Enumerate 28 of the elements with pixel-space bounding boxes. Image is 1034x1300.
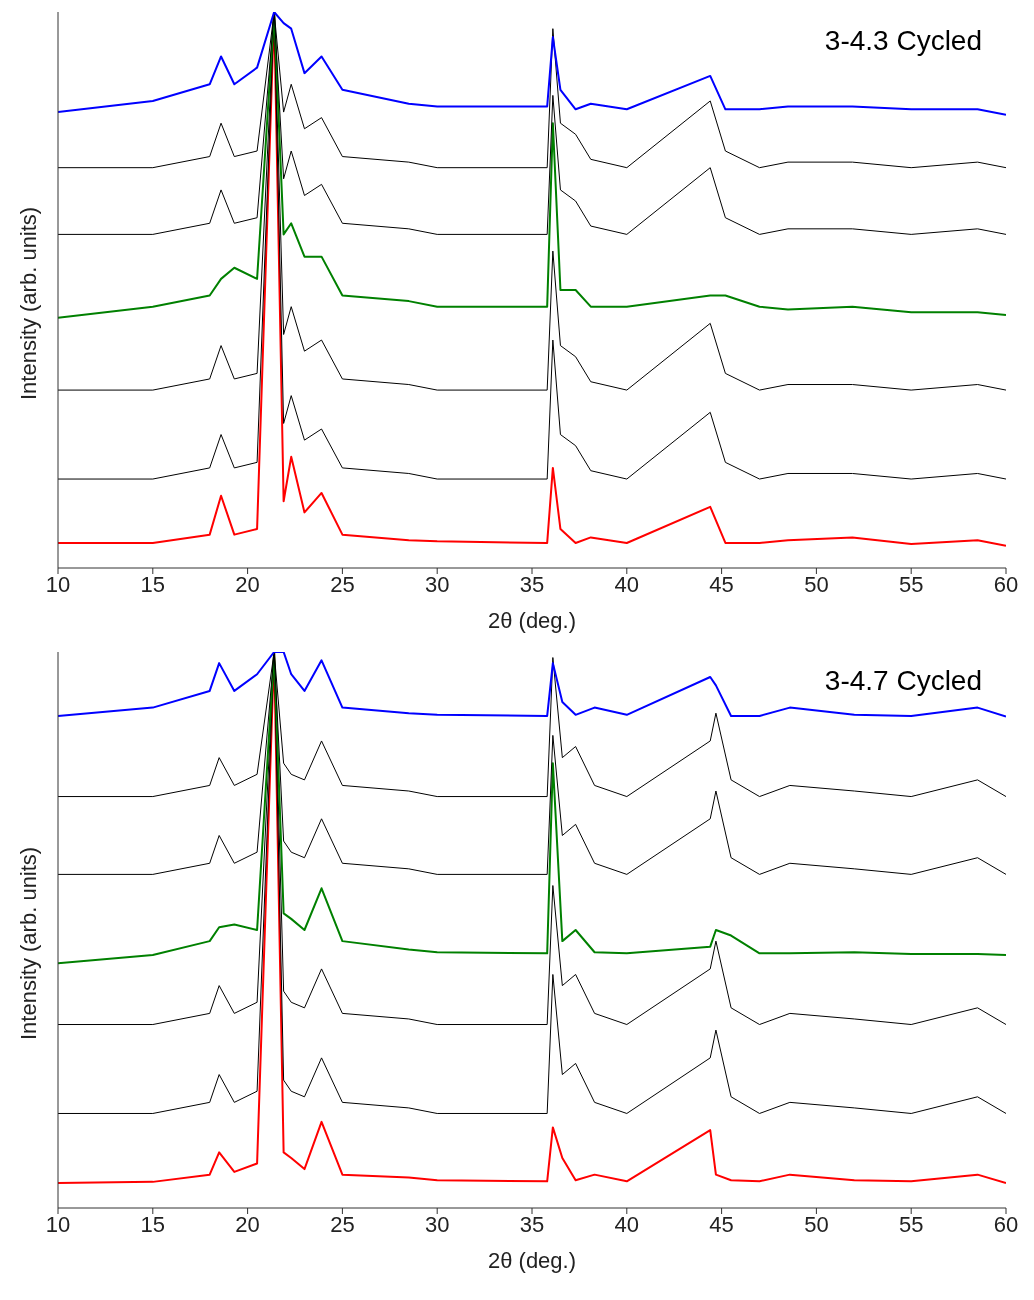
annotation: 3-4.7 Cycled	[823, 665, 983, 696]
x-tick-label: 50	[804, 1211, 829, 1237]
x-tick-label: 50	[804, 571, 829, 597]
x-tick-label: 15	[140, 571, 166, 597]
x-tick-label: 55	[898, 571, 924, 597]
x-tick-label: 45	[709, 571, 734, 597]
x-tick-label: 60	[993, 1211, 1019, 1237]
x-tick-label: 35	[519, 571, 545, 597]
x-tick-label: 60	[993, 571, 1019, 597]
x-tick-label: 55	[898, 1211, 924, 1237]
x-tick-label: 10	[45, 571, 71, 597]
x-tick-label: 10	[45, 1211, 71, 1237]
x-tick-label: 25	[330, 1211, 355, 1237]
x-tick-label: 40	[614, 1211, 640, 1237]
x-tick-label: 20	[235, 571, 260, 597]
x-axis-title: 2θ (deg.)	[487, 1248, 577, 1273]
x-tick-label: 30	[424, 1211, 450, 1237]
y-axis-title: Intensity (arb. units)	[15, 846, 41, 1040]
x-tick-label: 45	[709, 1211, 734, 1237]
x-tick-label: 35	[519, 1211, 545, 1237]
x-tick-label: 25	[330, 571, 355, 597]
x-tick-label: 30	[424, 571, 450, 597]
x-tick-label: 40	[614, 571, 640, 597]
annotation: 3-4.3 Cycled	[823, 25, 983, 56]
x-axis-title: 2θ (deg.)	[487, 608, 577, 633]
x-tick-label: 20	[235, 1211, 260, 1237]
y-axis-title: Intensity (arb. units)	[15, 206, 41, 400]
x-tick-label: 15	[140, 1211, 166, 1237]
